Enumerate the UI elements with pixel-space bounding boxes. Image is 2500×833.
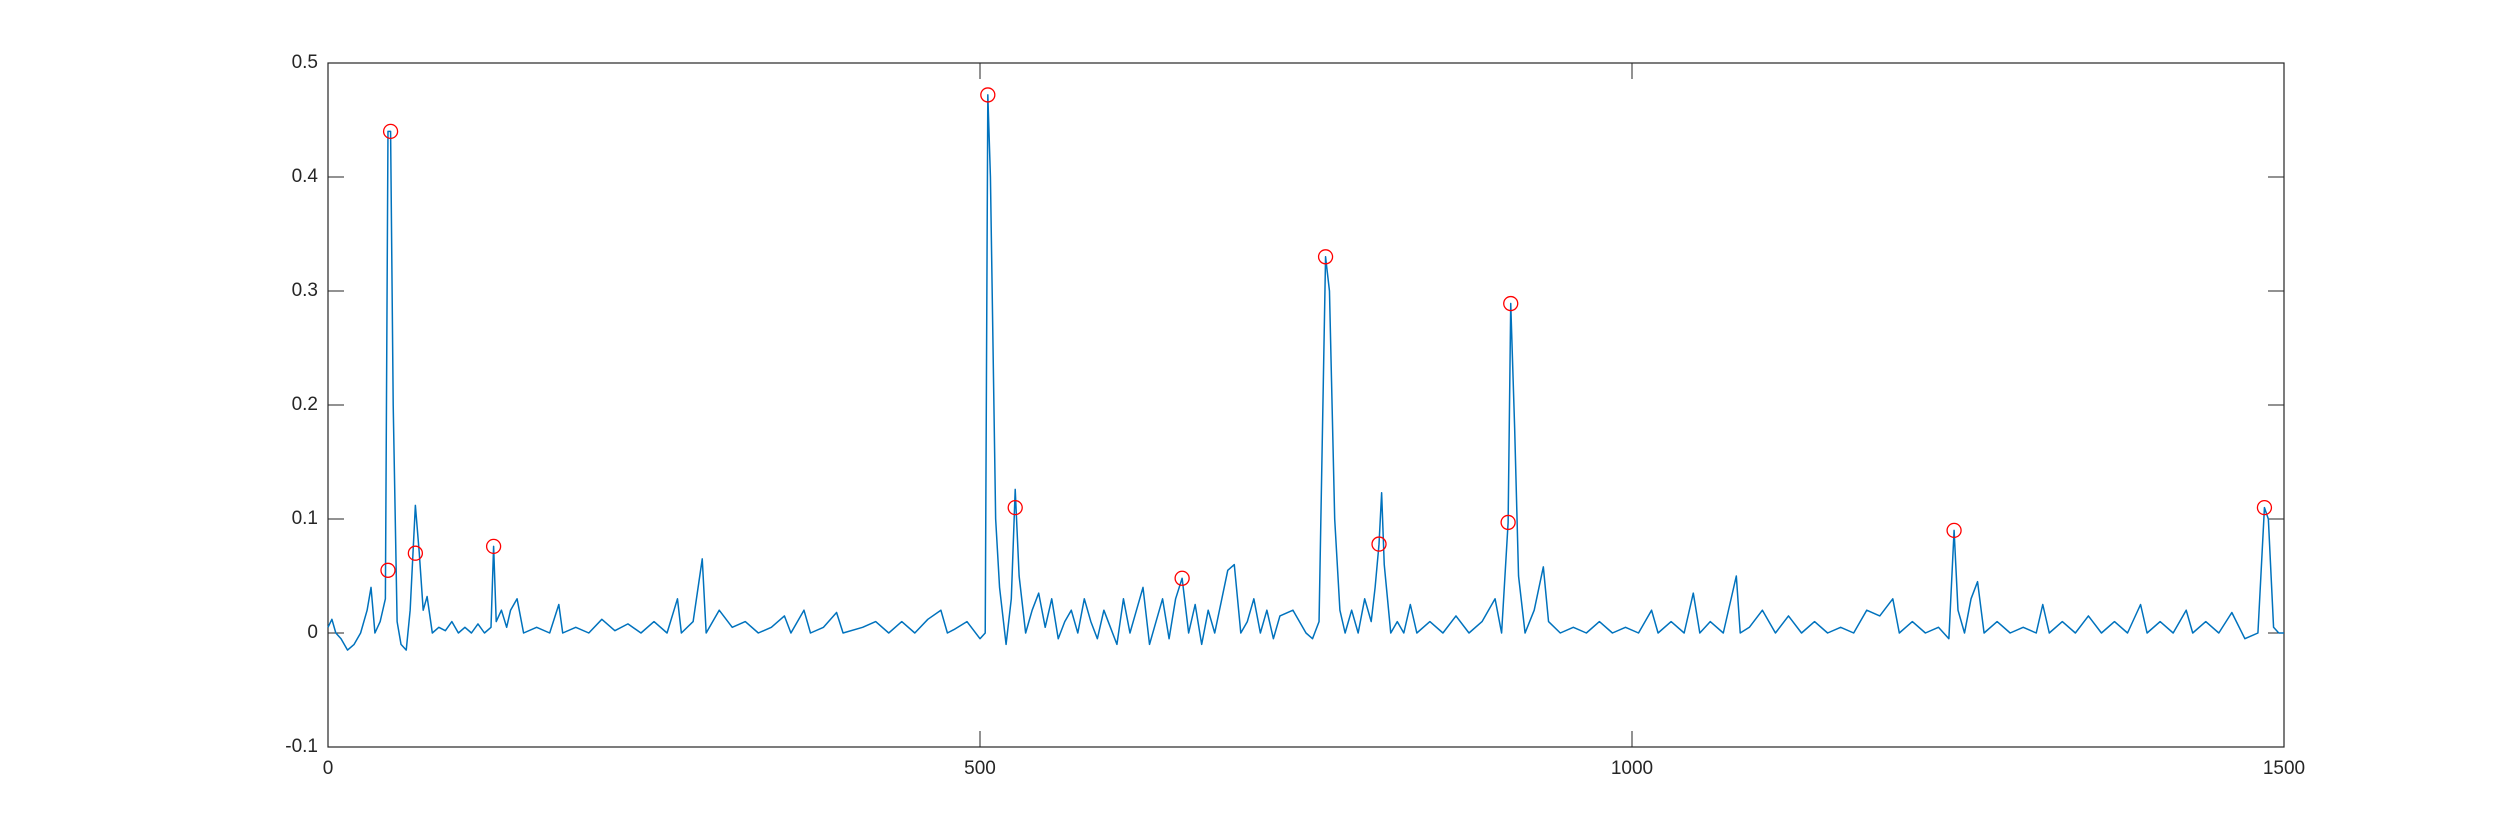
axes-box: [327, 62, 2285, 748]
peak-marker: [1503, 295, 1519, 312]
x-tick-label: 500: [964, 758, 996, 779]
y-tick-label: 0.1: [292, 508, 318, 529]
y-tick-label: 0.4: [292, 166, 319, 187]
peak-marker: [382, 123, 399, 140]
y-tick-label: 0.2: [292, 394, 318, 415]
peak-marker: [407, 545, 424, 561]
x-tick-label: 1500: [2263, 758, 2305, 779]
y-tick-label: 0.5: [292, 52, 318, 73]
peak-marker: [485, 538, 502, 555]
peak-marker: [1174, 570, 1190, 586]
x-tick-label: 0: [323, 758, 334, 779]
peak-marker: [1371, 536, 1387, 552]
y-tick-label: 0.3: [292, 280, 318, 301]
peak-marker: [380, 562, 396, 578]
y-tick-label: -0.1: [285, 736, 318, 757]
signal-line: [327, 94, 2284, 651]
peak-marker: [1007, 499, 1023, 516]
peak-marker: [980, 87, 996, 103]
y-tick-label: 0: [307, 622, 318, 643]
peak-marker: [1946, 522, 1962, 539]
peak-marker: [1500, 514, 1516, 531]
peak-marker: [2256, 499, 2273, 516]
x-tick-label: 1000: [1611, 758, 1653, 779]
peak-marker: [1317, 249, 1334, 265]
